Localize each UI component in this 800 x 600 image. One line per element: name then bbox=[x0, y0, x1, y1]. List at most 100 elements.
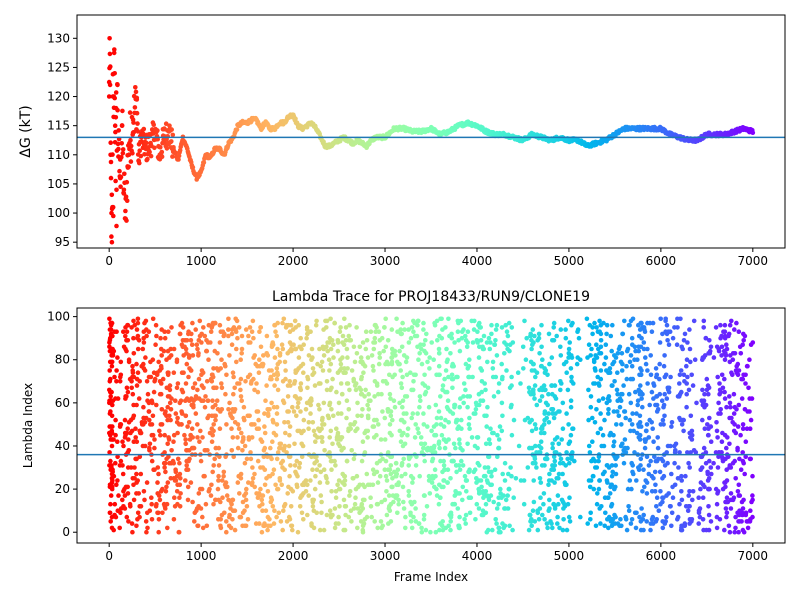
lambda-point bbox=[412, 435, 418, 440]
lambda-point bbox=[188, 338, 194, 343]
lambda-point bbox=[300, 361, 306, 367]
lambda-point bbox=[108, 458, 113, 464]
lambda-point bbox=[229, 342, 235, 348]
lambda-point bbox=[527, 389, 532, 395]
lambda-point bbox=[690, 383, 696, 388]
lambda-point bbox=[374, 460, 380, 466]
lambda-point bbox=[360, 529, 366, 535]
lambda-point bbox=[182, 344, 187, 350]
lambda-point bbox=[320, 439, 325, 445]
delta-g-point bbox=[138, 153, 144, 159]
lambda-point bbox=[652, 469, 658, 475]
lambda-point bbox=[681, 417, 686, 423]
lambda-point bbox=[744, 426, 750, 432]
lambda-point bbox=[410, 480, 415, 485]
lambda-point bbox=[280, 527, 286, 533]
lambda-point bbox=[125, 338, 131, 343]
delta-g-point bbox=[137, 148, 142, 153]
lambda-point bbox=[531, 391, 536, 397]
lambda-point bbox=[362, 394, 367, 399]
lambda-point bbox=[387, 372, 392, 378]
lambda-point bbox=[552, 504, 558, 509]
lambda-point bbox=[705, 469, 710, 475]
lambda-point bbox=[610, 322, 615, 328]
lambda-point bbox=[126, 359, 132, 365]
lambda-point bbox=[294, 413, 299, 419]
delta-g-point bbox=[117, 168, 122, 174]
lambda-point bbox=[177, 495, 182, 501]
lambda-point bbox=[499, 325, 505, 330]
lambda-point bbox=[192, 381, 198, 386]
lambda-point bbox=[430, 473, 435, 479]
lambda-point bbox=[538, 430, 544, 436]
lambda-point bbox=[637, 372, 642, 378]
lambda-point bbox=[171, 432, 177, 438]
lambda-point bbox=[446, 420, 452, 425]
lambda-point bbox=[123, 333, 128, 339]
lambda-point bbox=[603, 510, 608, 516]
delta-g-point bbox=[144, 140, 149, 146]
lambda-point bbox=[642, 484, 647, 490]
lambda-point bbox=[198, 428, 203, 434]
lambda-point bbox=[509, 432, 515, 438]
lambda-point bbox=[372, 379, 378, 384]
lambda-point bbox=[591, 486, 597, 492]
lambda-point bbox=[461, 394, 466, 399]
lambda-point bbox=[677, 501, 682, 507]
lambda-point bbox=[416, 521, 422, 526]
lambda-point bbox=[626, 391, 632, 397]
lambda-point bbox=[491, 394, 497, 399]
lambda-point bbox=[528, 333, 533, 339]
lambda-point bbox=[134, 383, 140, 388]
lambda-point bbox=[390, 417, 395, 423]
lambda-point bbox=[459, 426, 464, 432]
lambda-point bbox=[627, 359, 633, 365]
lambda-point bbox=[413, 422, 419, 427]
lambda-point bbox=[169, 396, 174, 401]
delta-g-point bbox=[155, 128, 160, 133]
lambda-point bbox=[530, 361, 536, 367]
lambda-point bbox=[678, 417, 683, 423]
lambda-point bbox=[134, 480, 139, 485]
lambda-point bbox=[290, 527, 295, 533]
lambda-point bbox=[365, 428, 371, 434]
lambda-point bbox=[486, 437, 492, 442]
lambda-point bbox=[499, 400, 505, 406]
lambda-point bbox=[261, 353, 266, 358]
lambda-point bbox=[353, 495, 358, 501]
lambda-point bbox=[373, 329, 379, 335]
lambda-point bbox=[324, 512, 330, 518]
lambda-point bbox=[245, 517, 251, 522]
lambda-point bbox=[724, 499, 729, 505]
lambda-point bbox=[694, 400, 699, 406]
lambda-point bbox=[476, 506, 482, 511]
lambda-point bbox=[400, 484, 406, 490]
lambda-point bbox=[746, 385, 751, 391]
lambda-point bbox=[255, 389, 261, 395]
lambda-point bbox=[423, 527, 429, 533]
lambda-point bbox=[600, 396, 606, 401]
lambda-point bbox=[402, 394, 408, 399]
delta-g-point bbox=[119, 155, 124, 160]
lambda-point bbox=[112, 501, 118, 507]
lambda-point bbox=[425, 424, 430, 429]
lambda-point bbox=[318, 469, 324, 475]
lambda-point bbox=[606, 407, 611, 412]
lambda-point bbox=[210, 469, 215, 475]
lambda-point bbox=[706, 432, 711, 438]
lambda-point bbox=[691, 318, 697, 324]
lambda-point bbox=[739, 396, 745, 401]
lambda-point bbox=[706, 391, 711, 397]
lambda-point bbox=[735, 424, 741, 429]
lambda-point bbox=[604, 463, 610, 468]
lambda-point bbox=[387, 508, 393, 513]
lambda-point bbox=[707, 458, 712, 464]
lambda-point bbox=[510, 340, 516, 345]
lambda-point bbox=[615, 351, 621, 356]
lambda-point bbox=[198, 458, 204, 464]
lambda-point bbox=[287, 424, 293, 429]
lambda-point bbox=[372, 394, 377, 399]
lambda-point bbox=[681, 428, 686, 434]
lambda-point bbox=[688, 450, 693, 455]
delta-g-point bbox=[116, 128, 121, 133]
